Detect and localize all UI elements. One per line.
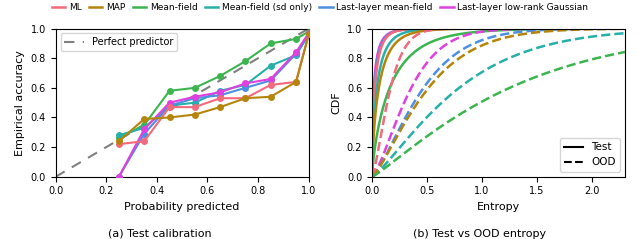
Y-axis label: CDF: CDF: [332, 91, 341, 114]
Text: (b) Test vs OOD entropy: (b) Test vs OOD entropy: [413, 229, 547, 239]
X-axis label: Entropy: Entropy: [477, 202, 520, 212]
Legend: ML, MAP, Mean-field, Mean-field (sd only), Last-layer mean-field, Last-layer low: ML, MAP, Mean-field, Mean-field (sd only…: [48, 0, 592, 16]
Text: (a) Test calibration: (a) Test calibration: [108, 229, 212, 239]
Legend: Test, OOD: Test, OOD: [560, 138, 620, 172]
Y-axis label: Empirical accuracy: Empirical accuracy: [15, 50, 25, 156]
Legend: Perfect predictor: Perfect predictor: [61, 33, 177, 51]
X-axis label: Probability predicted: Probability predicted: [125, 202, 240, 212]
